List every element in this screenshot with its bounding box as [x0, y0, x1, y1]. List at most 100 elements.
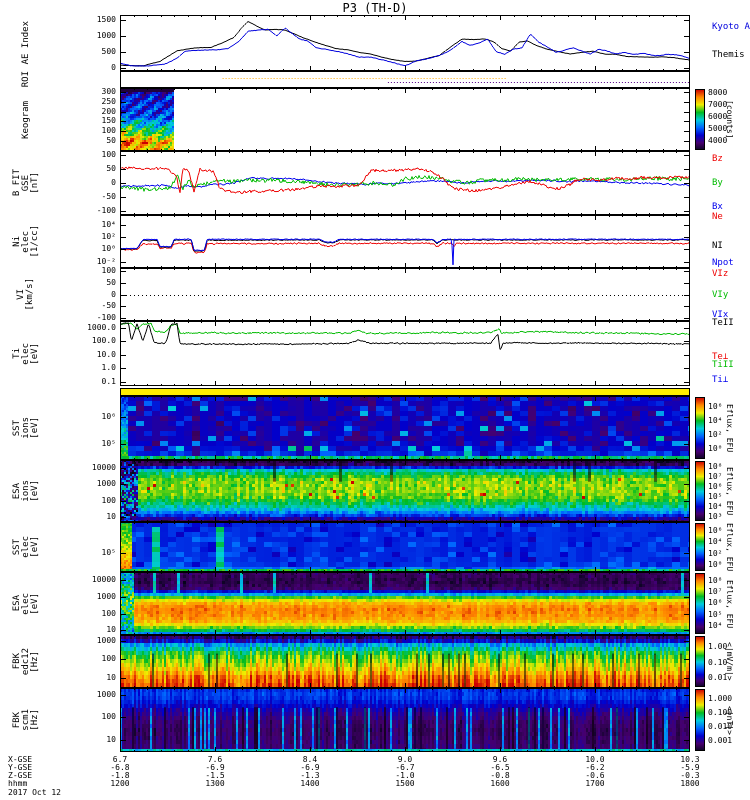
panel-b-fit-plot — [120, 151, 690, 215]
ylabel-line: [eV] — [29, 480, 40, 502]
colorbar-unit-label: <|mV/m|> — [725, 642, 734, 681]
colorbar-tick-label: 10⁴ — [708, 501, 723, 511]
panel-keogram-plot — [120, 88, 690, 151]
y-tick-label: 10² — [101, 231, 116, 241]
panel-fbk-scm1-plot — [120, 688, 690, 752]
y-tick-label: 100 — [101, 608, 116, 618]
colorbar-tick-label: 10⁶ — [708, 482, 723, 492]
colorbar-tick-label: 10⁶ — [708, 525, 723, 535]
panel-flag-bar-plot — [120, 388, 690, 396]
y-tick-label: 10 — [106, 624, 116, 634]
y-tick-label: 10⁵ — [101, 548, 116, 557]
y-tick-label: 0 — [111, 289, 116, 299]
colorbar-tick-label: 10⁷ — [708, 472, 723, 482]
y-tick-label: 1000 — [96, 30, 116, 40]
y-tick-label: 10⁵ — [101, 439, 116, 448]
colorbar-keogram — [695, 89, 705, 150]
y-tick-label: 10⁶ — [101, 412, 116, 422]
legend-npot: Npot — [712, 257, 734, 268]
y-tick-label: 10.0 — [96, 349, 116, 359]
colorbar-tick-label: 10⁸ — [708, 575, 723, 585]
axis-row-z-gse: Z-GSE — [8, 771, 33, 780]
ylabel-line: [Hz] — [29, 650, 40, 673]
panel-sst-ions-plot — [120, 396, 690, 460]
panel-roi-ylabel: ROI — [6, 71, 46, 88]
legend-ti: Ti⊥ — [712, 374, 729, 385]
colorbar-tick-label: 10⁴ — [708, 620, 723, 630]
axis-value: 1300 — [205, 779, 225, 788]
axis-value: 9.6 — [492, 755, 508, 764]
panel-ti-plot — [120, 321, 690, 386]
y-tick-label: 100.0 — [91, 336, 116, 346]
panel-sst-elec-plot — [120, 522, 690, 572]
y-tick-label: 0 — [111, 178, 116, 187]
legend-by: By — [712, 178, 723, 188]
colorbar-tick-label: 4000 — [708, 136, 728, 146]
y-tick-label: 1.0 — [101, 363, 116, 373]
y-tick-label: 10⁰ — [101, 244, 116, 254]
axis-value: 1400 — [300, 779, 320, 788]
colorbar-tick-label: 10⁶ — [708, 598, 723, 608]
axis-value: 1600 — [490, 779, 510, 788]
colorbar-tick-label: 8000 — [708, 88, 728, 98]
axis-value: -6.8 — [110, 763, 130, 772]
colorbar-tick-label: 0.100 — [708, 708, 733, 718]
y-tick-label: -50 — [101, 191, 116, 201]
panel-vi-plot — [120, 268, 690, 321]
colorbar-unit-label: Eflux, EFU — [725, 523, 734, 572]
y-tick-label: 1000 — [96, 591, 116, 601]
colorbar-unit-label: [counts] — [725, 100, 734, 139]
colorbar-sst-elec — [695, 523, 705, 571]
ylabel-line: [1/cc] — [29, 225, 40, 258]
panel-fbk-edc12-plot — [120, 635, 690, 688]
colorbar-tick-label: 10⁵ — [708, 609, 723, 619]
ylabel-line: AE Index — [20, 21, 31, 65]
axis-value: -6.2 — [585, 763, 605, 772]
y-tick-label: 1000 — [96, 690, 116, 700]
colorbar-unit-label: Eflux, EFU — [725, 404, 734, 453]
panel-fbk-scm1-ylabel: FBK scm1 [Hz] — [6, 688, 46, 752]
colorbar-tick-label: 10⁰ — [708, 443, 723, 453]
colorbar-unit-label: Eflux, EFU — [725, 579, 734, 628]
colorbar-tick-label: 10² — [708, 548, 723, 558]
colorbar-tick-label: 0.010 — [708, 722, 733, 732]
y-tick-label: 10000 — [91, 463, 116, 473]
legend-viz: VIz — [712, 269, 729, 280]
ylabel-line: [eV] — [29, 536, 40, 558]
y-tick-label: 100 — [101, 126, 116, 136]
legend-te: Te⊥ — [712, 351, 729, 362]
colorbar-fbk-edc12 — [695, 636, 705, 687]
panel-sst-ions-ylabel: SST ions [eV] — [6, 396, 46, 460]
axis-value: -0.8 — [490, 771, 510, 780]
panel-ae-index-plot — [120, 15, 690, 71]
y-tick-label: 1500 — [96, 14, 116, 24]
colorbar-tick-label: 1.00 — [708, 641, 728, 651]
panel-ni-plot — [120, 215, 690, 268]
y-tick-label: 300 — [101, 86, 116, 96]
axis-row-hhmm: hhmm — [8, 779, 28, 788]
panel-fbk-edc12-ylabel: FBK edc12 [Hz] — [6, 635, 46, 688]
colorbar-tick-label: 0.01 — [708, 673, 728, 683]
y-tick-label: 10⁴ — [101, 219, 116, 229]
y-tick-label: 100 — [101, 654, 116, 664]
y-tick-label: 50 — [106, 164, 116, 174]
y-tick-label: 100 — [101, 150, 116, 160]
axis-value: 8.4 — [302, 755, 318, 764]
y-tick-label: -50 — [101, 301, 116, 310]
y-tick-label: 50 — [106, 135, 116, 145]
axis-value: 10.3 — [680, 755, 700, 764]
panel-ae-index-ylabel: AE Index — [6, 15, 46, 71]
y-tick-label: 50 — [106, 277, 116, 287]
panel-roi-plot — [120, 71, 690, 88]
axis-value: -1.5 — [205, 771, 225, 780]
y-tick-label: 1000 — [96, 479, 116, 489]
axis-value: 1700 — [585, 779, 605, 788]
legend-themis-ae: Themis AE — [712, 50, 750, 61]
panel-esa-ions-plot — [120, 460, 690, 522]
y-tick-label: 10⁻² — [96, 256, 116, 266]
colorbar-tick-label: 10⁷ — [708, 586, 723, 596]
ylabel-line: [Hz] — [29, 709, 40, 731]
y-tick-label: 10 — [106, 512, 116, 522]
axis-value: 1500 — [395, 779, 415, 788]
